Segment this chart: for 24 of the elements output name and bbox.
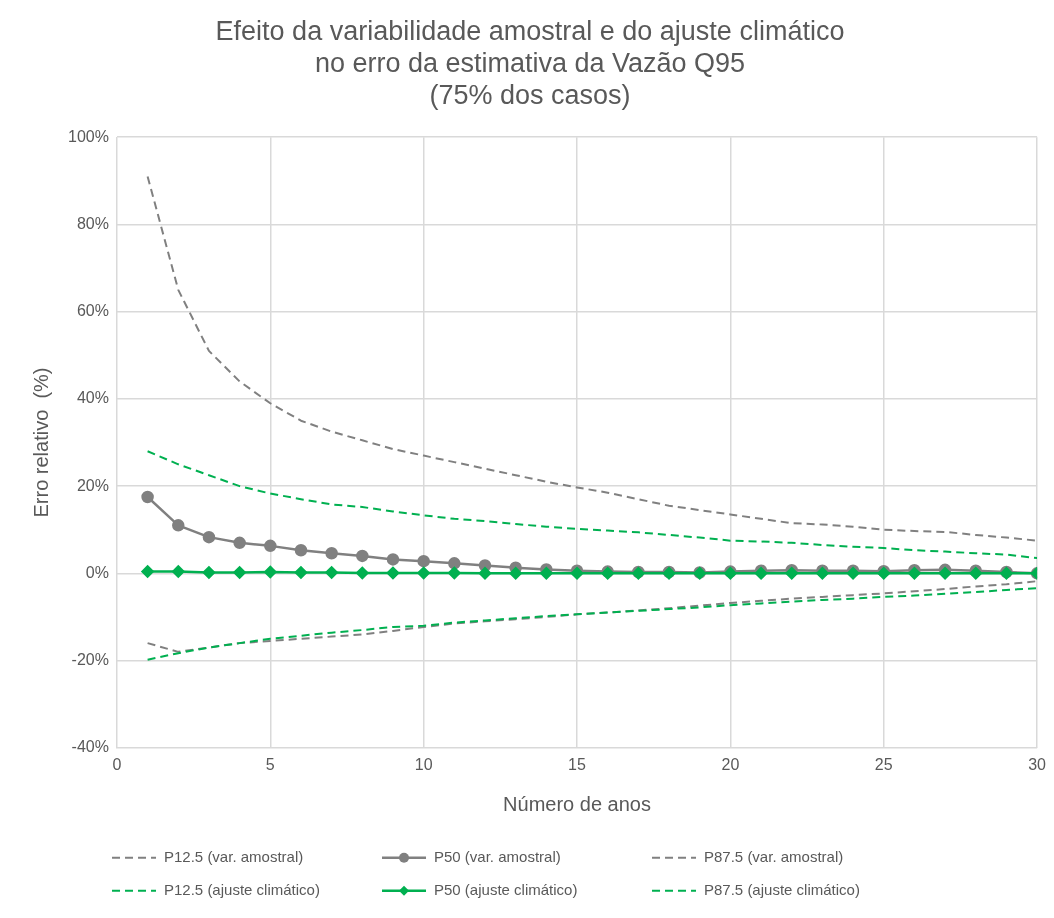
y-tick-label: 100% [68, 127, 109, 145]
y-tick-label: 40% [76, 389, 109, 407]
x-tick-label: 20 [721, 755, 740, 773]
x-tick-label: 25 [874, 755, 893, 773]
legend-label: P50 (ajuste climático) [434, 880, 578, 898]
y-tick-label: -40% [71, 738, 109, 756]
x-tick-label: 15 [568, 755, 587, 773]
legend-label: P12.5 (ajuste climático) [164, 880, 320, 898]
legend-label: P12.5 (var. amostral) [164, 847, 304, 865]
x-tick-label: 0 [112, 755, 122, 773]
x-tick-label: 5 [265, 755, 275, 773]
legend-label: P87.5 (ajuste climático) [704, 880, 860, 898]
x-tick-label: 30 [1028, 755, 1047, 773]
legend-label: P87.5 (var. amostral) [704, 847, 844, 865]
x-axis-title: Número de anos [503, 792, 651, 815]
y-tick-label: -20% [71, 650, 109, 668]
y-tick-label: 60% [76, 302, 109, 320]
chart-title: Efeito da variabilidade amostral e do ajuste climático no erro da estimativa da Vazão Q95 (75% dos casos) [215, 15, 845, 111]
y-tick-label: 20% [76, 476, 109, 494]
x-tick-label: 10 [414, 755, 433, 773]
legend-label: P50 (var. amostral) [434, 847, 561, 865]
y-tick-label: 80% [76, 214, 109, 232]
y-axis-title: Erro relativo (%) [29, 367, 52, 518]
y-tick-label: 0% [85, 563, 109, 581]
